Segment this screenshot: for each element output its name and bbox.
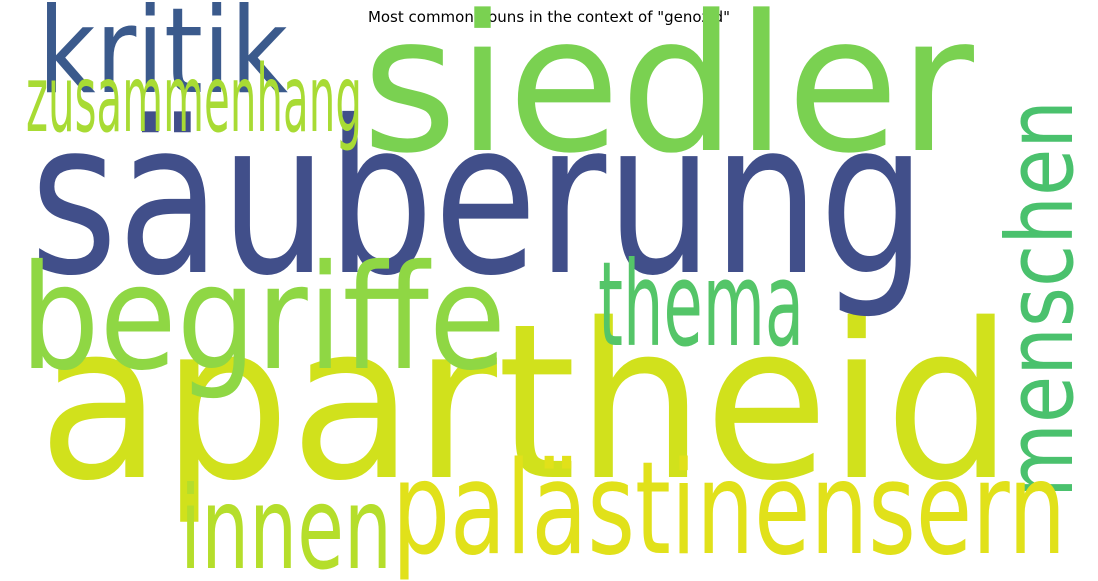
word-zusammenhang: zusammenhang bbox=[26, 45, 362, 153]
word-säuberung: säuberung bbox=[30, 75, 926, 322]
word-kritik: kritik bbox=[38, 0, 288, 121]
word-apartheid: apartheid bbox=[38, 277, 1013, 528]
word-begriffe: begriffe bbox=[20, 234, 506, 403]
word-menschen: menschen bbox=[987, 100, 1094, 498]
chart-title: Most common nouns in the context of "gen… bbox=[367, 8, 731, 26]
word-palästinensern: palästinensern bbox=[392, 435, 1066, 581]
word-thema: thema bbox=[598, 236, 804, 373]
word-innen: innen bbox=[180, 462, 392, 581]
word-siedler: siedler bbox=[362, 0, 974, 195]
